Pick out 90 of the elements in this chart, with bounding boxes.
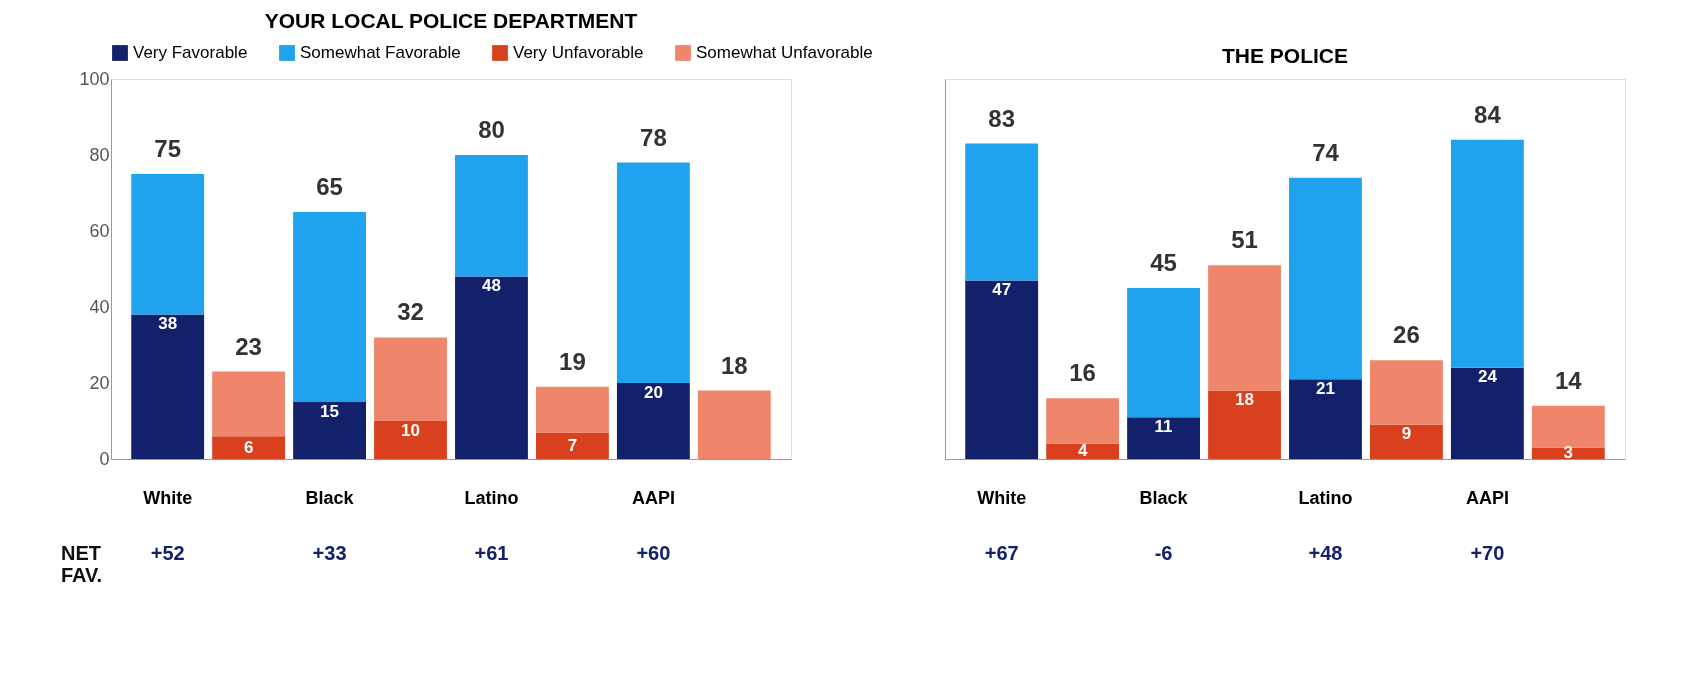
total-label: 75 xyxy=(154,135,182,162)
x-tick-label: AAPI xyxy=(1465,487,1509,508)
legend-label: Somewhat Favorable xyxy=(300,43,461,62)
chart-title: YOUR LOCAL POLICE DEPARTMENT xyxy=(264,9,638,32)
total-label: 45 xyxy=(1150,249,1177,276)
y-tick-label: 60 xyxy=(89,220,110,241)
y-tick-label: 100 xyxy=(79,68,110,89)
bar xyxy=(697,390,771,459)
text: +52 xyxy=(150,542,185,564)
bar xyxy=(212,436,286,459)
bar xyxy=(1046,398,1120,444)
data-label: 7 xyxy=(567,435,578,455)
data-label: 3 xyxy=(1563,443,1574,463)
data-label: 47 xyxy=(992,279,1012,299)
bar xyxy=(965,280,1039,459)
bar xyxy=(536,432,609,459)
y-tick-label: 0 xyxy=(99,448,110,469)
bar xyxy=(131,174,205,315)
text: +48 xyxy=(1308,542,1343,564)
bar xyxy=(1127,288,1200,418)
legend-label: Very Unfavorable xyxy=(513,43,644,62)
x-tick-label: White xyxy=(977,487,1027,508)
total-label: 26 xyxy=(1393,321,1420,349)
bar xyxy=(1450,139,1524,368)
total-label: 14 xyxy=(1554,366,1583,394)
bar xyxy=(293,212,366,402)
bar xyxy=(616,383,690,459)
bar xyxy=(536,386,609,433)
total-label: 84 xyxy=(1474,100,1502,128)
x-tick-label: AAPI xyxy=(631,487,675,508)
total-label: 16 xyxy=(1069,359,1096,387)
bar xyxy=(293,402,366,459)
bar xyxy=(1450,367,1524,459)
y-tick-label: 80 xyxy=(89,144,110,165)
data-label: 48 xyxy=(482,276,501,296)
bar xyxy=(1370,424,1443,459)
chart-title: THE POLICE xyxy=(1221,44,1349,67)
total-label: 18 xyxy=(720,351,748,379)
total-label: 83 xyxy=(988,104,1016,132)
bar xyxy=(1127,417,1200,459)
total-label: 19 xyxy=(559,347,586,375)
bar xyxy=(455,276,528,459)
total-label: 51 xyxy=(1231,226,1258,254)
data-label: 38 xyxy=(158,314,178,334)
legend-label: Very Favorable xyxy=(133,43,248,62)
data-label: 10 xyxy=(401,420,420,440)
data-label: 4 xyxy=(1077,441,1088,461)
total-label: 65 xyxy=(316,173,343,200)
bar xyxy=(212,371,286,437)
x-tick-label: Black xyxy=(1139,487,1189,508)
data-label: 11 xyxy=(1154,416,1173,436)
bar xyxy=(1046,443,1120,459)
data-label: 24 xyxy=(1477,367,1498,387)
bar xyxy=(374,337,447,421)
x-tick-label: Latino xyxy=(1298,487,1353,508)
bar xyxy=(1531,405,1605,448)
total-label: 32 xyxy=(397,298,424,326)
text: +67 xyxy=(984,542,1019,564)
total-label: 80 xyxy=(478,116,505,143)
data-label: 20 xyxy=(643,382,663,402)
bar xyxy=(1370,360,1443,425)
x-tick-label: Latino xyxy=(464,487,519,508)
total-label: 78 xyxy=(640,123,667,151)
x-tick-label: Black xyxy=(305,487,355,508)
text: NET FAV. xyxy=(61,542,103,586)
x-tick-label: White xyxy=(143,487,193,508)
bar xyxy=(965,143,1039,281)
total-label: 74 xyxy=(1312,138,1340,166)
bar xyxy=(616,162,690,383)
y-tick-label: 20 xyxy=(89,372,110,393)
bar xyxy=(131,314,205,459)
data-label: 9 xyxy=(1401,424,1412,444)
bar xyxy=(374,421,447,459)
total-label: 23 xyxy=(235,332,262,360)
bar xyxy=(1289,379,1362,459)
bar xyxy=(1289,177,1362,380)
bar xyxy=(1208,265,1281,391)
bar xyxy=(455,155,528,277)
text: +33 xyxy=(312,542,347,564)
legend-label: Somewhat Unfavorable xyxy=(696,43,873,62)
data-label: 21 xyxy=(1316,378,1335,398)
text: +70 xyxy=(1470,542,1505,564)
text: +61 xyxy=(474,542,509,564)
data-label: 6 xyxy=(243,437,254,457)
text: +60 xyxy=(636,542,671,564)
text: -6 xyxy=(1154,542,1173,564)
data-label: 15 xyxy=(320,401,340,421)
y-tick-label: 40 xyxy=(89,296,110,317)
data-label: 18 xyxy=(1235,390,1254,410)
bar xyxy=(1208,390,1281,459)
